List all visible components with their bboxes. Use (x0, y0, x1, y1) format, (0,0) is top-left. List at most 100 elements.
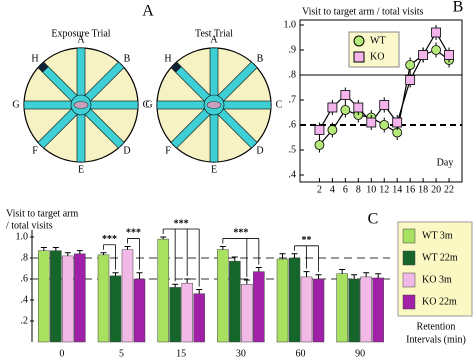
bar (97, 254, 110, 343)
x-axis-label: Retention (417, 321, 456, 332)
maze-arm (76, 111, 86, 163)
plot-frame (299, 19, 463, 183)
error-bar (76, 250, 83, 254)
error-bar (363, 272, 370, 277)
x-tick-label: 20 (431, 184, 441, 195)
y-tick-label: .4 (21, 294, 29, 305)
point (314, 125, 325, 135)
bar (253, 271, 265, 343)
bar (62, 255, 74, 343)
bar (217, 249, 229, 343)
bar (38, 250, 50, 343)
bar (312, 278, 325, 343)
error-bar (315, 274, 322, 279)
y-tick-label: .5 (289, 144, 297, 155)
maze-arm (209, 47, 219, 99)
error-bar (196, 289, 203, 294)
maze-arm (76, 47, 86, 99)
legend-swatch (402, 272, 416, 288)
bar (133, 278, 146, 343)
trial-title: Exposure Trial (51, 28, 110, 39)
x-tick-label: 90 (355, 348, 365, 359)
panel-label: B (453, 0, 464, 16)
bar (181, 282, 193, 343)
mouse-icon (73, 101, 89, 109)
panel-label: C (368, 211, 379, 228)
legend-swatch (402, 250, 416, 266)
mouse-icon (206, 101, 222, 109)
x-tick-label: 2 (317, 184, 322, 195)
arm-label: H (164, 53, 171, 64)
arm-label: E (78, 164, 84, 175)
y-tick-label: .2 (21, 315, 29, 326)
x-tick-label: 14 (392, 184, 402, 195)
point (405, 60, 416, 70)
target-marker (170, 61, 182, 73)
error-bar (160, 236, 167, 240)
legend-label: KO 3m (422, 274, 452, 285)
significance-label: *** (174, 218, 189, 229)
bar (229, 260, 241, 343)
x-tick-label: 4 (330, 184, 335, 195)
bar (336, 273, 348, 343)
y-tick-label: 1.0 (284, 19, 297, 30)
x-tick-label: 10 (366, 184, 376, 195)
arm-label: H (31, 53, 38, 64)
bar (360, 276, 372, 343)
y-tick-label: .6 (21, 273, 29, 284)
error-bar (124, 245, 131, 250)
maze-arm (220, 100, 272, 110)
bar (276, 258, 289, 343)
y-tick-label: .7 (289, 94, 297, 105)
arm-label: E (211, 164, 217, 175)
error-bar (303, 271, 310, 277)
legend-swatch (402, 228, 416, 244)
significance-bracket (103, 244, 116, 270)
point (327, 102, 338, 113)
bar (157, 238, 169, 343)
arm-label: G (145, 99, 152, 110)
y-tick-label: .6 (289, 119, 297, 130)
legend-label: KO (370, 51, 384, 62)
x-tick-label: 18 (418, 184, 428, 195)
legend-label: WT 22m (422, 252, 458, 263)
point (444, 50, 454, 60)
significance-bracket (127, 238, 140, 270)
arm-label: B (257, 53, 264, 64)
y-tick-label: .8 (21, 252, 29, 263)
x-tick-label: 30 (236, 348, 246, 359)
bar (241, 284, 253, 343)
x-tick-label: 5 (119, 348, 124, 359)
point (327, 125, 338, 135)
legend-swatch (402, 294, 416, 310)
arm-label: F (32, 145, 38, 156)
significance-label: *** (126, 228, 141, 239)
maze-arm (156, 100, 208, 110)
bar (169, 287, 181, 343)
x-tick-label: 8 (356, 184, 361, 195)
significance-label: ** (302, 235, 312, 246)
significance-label: *** (233, 228, 248, 239)
x-tick-label: 22 (444, 184, 454, 195)
point (340, 90, 351, 100)
arm-label: C (143, 99, 150, 110)
point (353, 102, 364, 113)
error-bar (231, 256, 238, 262)
arm-label: D (123, 145, 130, 156)
chart-title: Visit to target arm / total visits (302, 6, 424, 17)
legend-label: WT 3m (422, 230, 453, 241)
error-bar (279, 253, 286, 260)
error-bar (64, 252, 71, 256)
error-bar (172, 283, 179, 288)
significance-bracket (162, 228, 200, 287)
point (379, 120, 390, 130)
point (405, 75, 416, 85)
error-bar (100, 252, 107, 255)
point (431, 45, 441, 55)
bar (109, 275, 122, 343)
x-tick-label: 15 (176, 348, 186, 359)
x-axis-label: Intervals (min) (406, 334, 466, 345)
y-axis-label: / total visits (6, 220, 53, 231)
maze-arm (23, 100, 75, 110)
maze-arm (87, 100, 139, 110)
